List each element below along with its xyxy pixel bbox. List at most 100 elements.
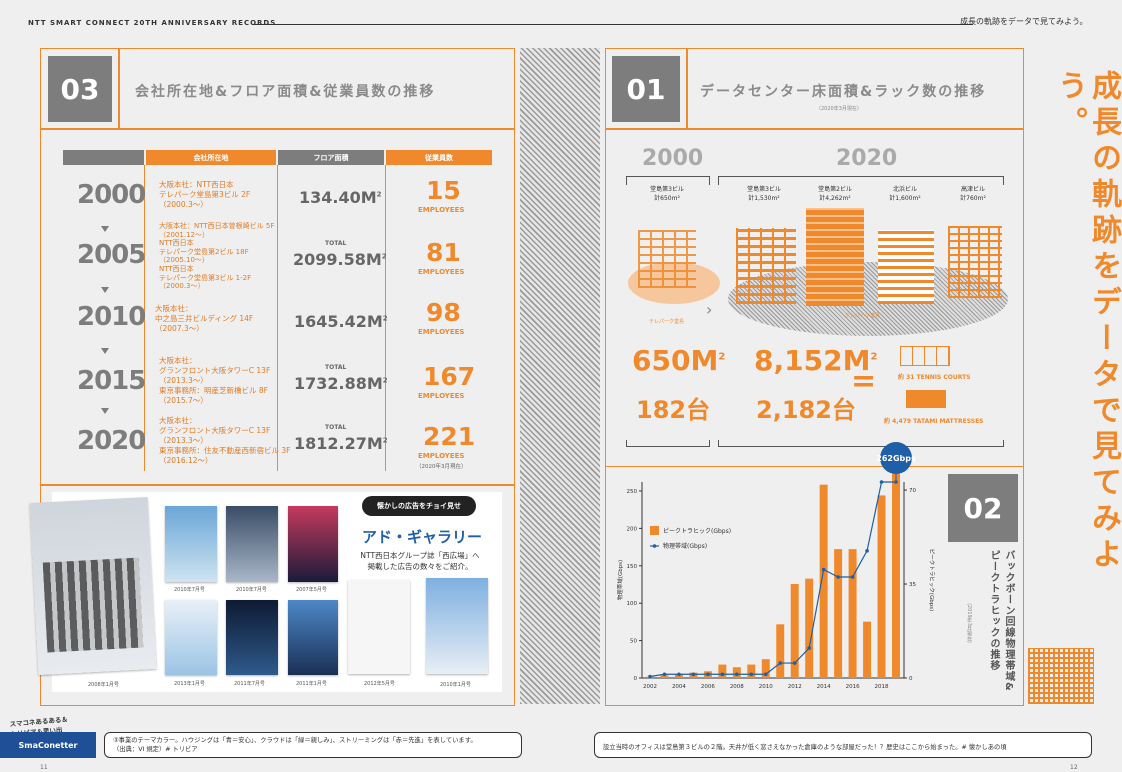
ad-label: 2013年1月号 xyxy=(174,681,205,687)
arrow-down-icon xyxy=(101,348,109,354)
bar xyxy=(747,664,756,678)
ad-thumbnail xyxy=(165,506,217,582)
line-point xyxy=(836,575,840,579)
line-point xyxy=(691,672,696,677)
y-axis-left-title: 物理帯域(Gbps) xyxy=(616,560,624,600)
row-employee-count: 15 xyxy=(426,176,461,205)
racks-2020: 2,182台 xyxy=(756,396,856,424)
row-year: 2005 xyxy=(77,240,146,270)
x-tick-label: 2008 xyxy=(730,684,744,690)
table-col-line-1 xyxy=(144,165,145,471)
building-label: 北浜ビル 計1,600m² xyxy=(889,186,921,202)
x-tick-label: 2004 xyxy=(672,684,686,690)
legend-label: ピークトラヒック(Gbps) xyxy=(663,528,731,535)
s02-subtitle: （2019年3月現在） xyxy=(966,600,972,646)
s03-number: 03 xyxy=(48,56,112,122)
s03-title: 会社所在地&フロア面積&従業員数の推移 xyxy=(135,84,436,100)
x-tick-label: 2006 xyxy=(701,684,715,690)
ad-thumbnail xyxy=(226,600,278,675)
row-employee-label: EMPLOYEES xyxy=(418,392,465,400)
arrow-down-icon xyxy=(101,226,109,232)
tatami-label: 約 4,479 TATAMI MATTRESSES xyxy=(884,418,984,425)
row-employee-count: 167 xyxy=(423,362,476,391)
line-point xyxy=(706,672,710,677)
peak-badge xyxy=(880,442,912,474)
legend-swatch xyxy=(650,526,659,535)
bar xyxy=(819,484,828,678)
bar xyxy=(863,621,872,678)
ad-thumbnail xyxy=(288,600,338,675)
row-employee-label: EMPLOYEES xyxy=(418,206,465,214)
s03-note: （2020年3月現在） xyxy=(416,464,467,470)
ad-thumbnail xyxy=(426,578,488,674)
tennis-label: 約 31 TENNIS COURTS xyxy=(898,374,971,381)
gallery-rule xyxy=(40,484,514,486)
row-total-label: TOTAL xyxy=(325,364,347,371)
th-area: フロア面積 xyxy=(278,150,384,165)
s02-title: バックボーン回線物理帯域&ピークトラヒックの推移 xyxy=(988,550,1014,692)
line-point xyxy=(763,672,768,677)
table-row: 2020 大阪本社： グランフロント大阪タワーC 13F （2013.3〜） 東京事務… xyxy=(63,416,493,472)
bracket-bottom-2020 xyxy=(718,440,1004,447)
row-employee-label: EMPLOYEES xyxy=(418,452,465,460)
row-year: 2000 xyxy=(77,180,146,210)
gallery-desc: NTT西日本グループ誌「西広場」へ 掲載した広告の数々をご紹介。 xyxy=(360,551,480,571)
trivia-note-right: 設立当時のオフィスは堂島第３ビルの２階。天井が低く窓さえなかった倉庫のような部屋… xyxy=(594,732,1092,758)
table-row: 2010 大阪本社： 中之島三井ビルディング 14F （2007.3〜） 1645.… xyxy=(63,296,493,356)
brand-tab: SmaConetter xyxy=(0,732,96,758)
x-tick-label: 2012 xyxy=(788,684,802,690)
line-point xyxy=(662,672,667,677)
headline-vertical: 成長の軌跡をデータで見てみよう。 xyxy=(1052,70,1121,574)
line-point xyxy=(648,674,652,679)
table-row: 2005 大阪本社：NTT西日本曽根崎ビル 5F （2001.12〜） NTT西日本… xyxy=(63,222,493,292)
row-area: 134.40M2 xyxy=(299,188,382,207)
row-address: 大阪本社： 中之島三井ビルディング 14F （2007.3〜） xyxy=(155,304,254,333)
ad-label: 2010年1月号 xyxy=(440,682,471,688)
building-label: 堂島第3ビル 計650m² xyxy=(650,186,684,202)
line-point xyxy=(807,646,811,650)
row-employee-count: 81 xyxy=(426,238,461,267)
bracket-2020 xyxy=(718,176,1004,185)
bracket-bottom-2000 xyxy=(626,440,710,447)
year-2000-label: 2000 xyxy=(642,146,704,171)
line-point xyxy=(850,575,855,579)
legend-marker xyxy=(652,544,657,548)
telepark-label: テレパーク堂島 xyxy=(649,319,685,325)
y-tick-label: 100 xyxy=(627,601,638,607)
row-area: 1732.88M2 xyxy=(294,374,388,393)
traffic-chart: 0 50 100 150 200 250 0 35 70 2002 2004 2006 2008 2010… xyxy=(616,442,935,690)
bar xyxy=(877,495,886,678)
hatch-strip xyxy=(520,48,600,704)
bar xyxy=(776,624,785,678)
line-point xyxy=(865,549,869,553)
peak-badge-label: 262Gbps xyxy=(876,454,916,463)
y-tick-label: 250 xyxy=(627,489,638,495)
th-employees: 従業員数 xyxy=(386,150,492,165)
line-point xyxy=(879,480,884,484)
bar xyxy=(892,463,900,678)
y-tick-label: 70 xyxy=(909,488,916,494)
ad-label: 2007年5月号 xyxy=(296,587,327,593)
y-tick-label: 35 xyxy=(909,582,916,588)
s01-title-divider xyxy=(686,48,688,128)
bar xyxy=(834,549,843,678)
x-tick-label: 2018 xyxy=(875,684,889,690)
x-tick-label: 2002 xyxy=(643,684,657,690)
row-year: 2015 xyxy=(77,366,146,396)
tatami-icon xyxy=(906,390,946,408)
s01-subtitle: （2020年3月現在） xyxy=(816,106,862,112)
line-point xyxy=(821,567,826,572)
y-tick-label: 50 xyxy=(630,639,637,645)
x-tick-label: 2016 xyxy=(846,684,860,690)
row-total-label: TOTAL xyxy=(325,424,347,431)
year-2020-label: 2020 xyxy=(836,146,898,171)
y-axis-right-title: ピークトラヒック(Gbps) xyxy=(928,549,935,611)
s03-title-divider xyxy=(118,48,120,128)
s03-title-rule xyxy=(40,128,514,130)
y-tick-label: 150 xyxy=(627,564,638,570)
row-address: 大阪本社： グランフロント大阪タワーC 13F （2013.3〜） 東京事務所：明産芝… xyxy=(159,356,271,405)
ad-thumbnail xyxy=(165,600,217,675)
table-row: 2015 大阪本社： グランフロント大阪タワーC 13F （2013.3〜） 東京事務… xyxy=(63,356,493,416)
bar xyxy=(805,578,814,678)
building-label: 高津ビル 計760m² xyxy=(960,186,986,202)
